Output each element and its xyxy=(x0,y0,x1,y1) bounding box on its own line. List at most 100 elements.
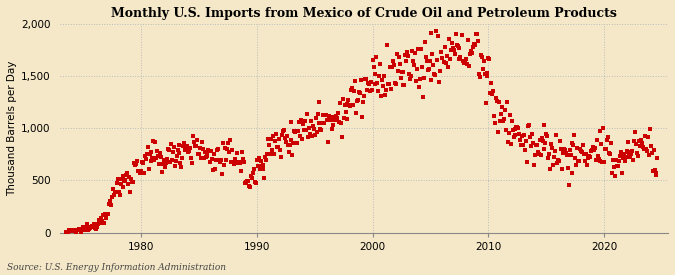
Point xyxy=(203,148,214,152)
Point xyxy=(187,161,198,165)
Point xyxy=(92,225,103,230)
Point xyxy=(248,167,259,171)
Point xyxy=(153,154,163,159)
Point xyxy=(117,185,128,189)
Point xyxy=(225,160,236,164)
Point xyxy=(631,142,642,146)
Point xyxy=(540,141,551,145)
Point xyxy=(441,54,452,58)
Point xyxy=(91,227,102,231)
Point xyxy=(572,146,583,150)
Point xyxy=(259,176,270,180)
Point xyxy=(111,181,122,186)
Point xyxy=(120,177,131,182)
Point xyxy=(582,162,593,167)
Point xyxy=(185,146,196,150)
Point xyxy=(502,100,512,105)
Point xyxy=(271,144,282,149)
Point xyxy=(140,156,151,161)
Point xyxy=(161,161,171,165)
Point xyxy=(585,155,595,159)
Point xyxy=(591,138,602,142)
Point xyxy=(514,132,524,136)
Point xyxy=(62,230,73,234)
Point xyxy=(334,101,345,106)
Point xyxy=(139,154,150,158)
Point xyxy=(570,156,580,160)
Point xyxy=(69,228,80,232)
Point xyxy=(616,150,626,154)
Point xyxy=(150,140,161,144)
Point xyxy=(234,160,245,164)
Point xyxy=(307,124,318,129)
Point xyxy=(295,133,306,138)
Point xyxy=(583,154,594,159)
Point xyxy=(212,147,223,152)
Point xyxy=(362,81,373,86)
Point xyxy=(209,152,219,156)
Point xyxy=(293,129,304,133)
Point xyxy=(551,161,562,165)
Point xyxy=(244,185,255,189)
Point xyxy=(629,139,640,143)
Point xyxy=(643,134,653,139)
Point xyxy=(70,228,80,232)
Point xyxy=(200,155,211,159)
Point xyxy=(597,160,608,164)
Point xyxy=(84,226,95,230)
Point xyxy=(529,163,539,167)
Point xyxy=(132,169,143,174)
Point xyxy=(493,100,504,104)
Point xyxy=(399,82,410,87)
Point xyxy=(431,29,441,34)
Point xyxy=(394,61,405,66)
Point xyxy=(497,105,508,109)
Point xyxy=(448,48,459,53)
Point xyxy=(95,221,106,226)
Point xyxy=(284,143,295,147)
Point xyxy=(97,218,107,223)
Point xyxy=(169,164,180,168)
Point xyxy=(583,156,593,160)
Point xyxy=(448,46,458,51)
Point xyxy=(475,74,485,79)
Point xyxy=(181,146,192,151)
Point xyxy=(367,58,378,62)
Point xyxy=(562,153,572,157)
Point xyxy=(475,53,486,57)
Point xyxy=(280,139,291,144)
Point xyxy=(112,177,123,182)
Point xyxy=(309,133,320,137)
Point xyxy=(268,134,279,138)
Point xyxy=(630,130,641,134)
Point xyxy=(612,163,622,168)
Point xyxy=(329,115,340,120)
Point xyxy=(161,156,172,161)
Point xyxy=(379,74,389,78)
Point xyxy=(287,153,298,158)
Point xyxy=(485,91,496,95)
Point xyxy=(416,64,427,69)
Point xyxy=(400,53,411,57)
Point xyxy=(594,129,605,134)
Point xyxy=(405,77,416,81)
Point xyxy=(504,113,515,118)
Point xyxy=(302,112,313,116)
Point xyxy=(397,82,408,87)
Point xyxy=(531,142,542,147)
Point xyxy=(348,103,358,107)
Point xyxy=(184,149,194,153)
Point xyxy=(165,160,176,164)
Point xyxy=(381,43,392,47)
Point xyxy=(174,143,185,147)
Point xyxy=(621,149,632,154)
Point xyxy=(273,136,284,141)
Point xyxy=(609,164,620,169)
Point xyxy=(194,145,205,150)
Point xyxy=(610,174,620,178)
Point xyxy=(647,169,658,173)
Point xyxy=(541,131,551,136)
Point xyxy=(492,98,503,103)
Point xyxy=(242,179,252,183)
Point xyxy=(286,138,297,142)
